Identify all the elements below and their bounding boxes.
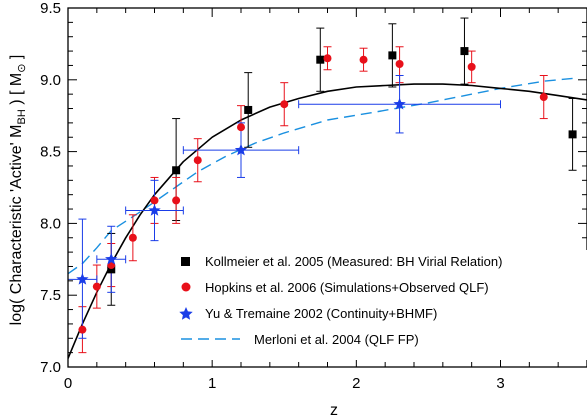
hopkins-point <box>539 93 548 102</box>
y-axis-title-subscript: BH <box>16 109 28 124</box>
y-tick-label: 7.5 <box>40 287 61 304</box>
kollmeier-point <box>460 47 469 56</box>
hopkins-point <box>193 156 202 165</box>
legend-box <box>174 250 587 360</box>
y-axis-title-unit: ) [ M <box>8 73 25 109</box>
y-axis-title-main: log( Characteristic 'Active' M <box>8 125 25 326</box>
hopkins-point <box>359 55 368 64</box>
yu-tremaine-point <box>148 203 161 216</box>
kollmeier-point <box>388 51 397 60</box>
x-tick-label: 2 <box>352 375 360 392</box>
hopkins-point <box>280 100 289 109</box>
y-tick-label: 7.0 <box>40 359 61 376</box>
legend-label-yu-tremaine: Yu & Tremaine 2002 (Continuity+BHMF) <box>205 306 437 321</box>
kollmeier-point <box>107 265 116 274</box>
legend: Kollmeier et al. 2005 (Measured: BH Viri… <box>174 250 587 360</box>
hopkins-point <box>150 196 159 205</box>
y-tick-label: 9.0 <box>40 72 61 89</box>
hopkins-point <box>172 196 181 205</box>
legend-label-kollmeier: Kollmeier et al. 2005 (Measured: BH Viri… <box>205 254 502 269</box>
yu-tremaine-point <box>76 272 89 285</box>
x-tick-label: 0 <box>64 375 72 392</box>
legend-item-merloni: Merloni et al. 2004 (QLF FP) <box>181 332 419 347</box>
hopkins-point <box>323 54 332 63</box>
yu-tremaine-point <box>234 143 248 156</box>
y-tick-labels: 7.0 7.5 8.0 8.5 9.0 9.5 <box>40 0 61 376</box>
kollmeier-point <box>316 55 325 64</box>
plot-area <box>68 17 587 359</box>
x-axis-title: z <box>330 402 338 418</box>
y-axis-title-subscript-sun: ⊙ <box>16 64 28 73</box>
legend-marker-square <box>181 257 190 266</box>
hopkins-point <box>237 123 245 132</box>
x-tick-labels: 0 1 2 3 <box>64 375 505 392</box>
kollmeier-point <box>172 166 181 175</box>
hopkins-point <box>395 60 404 69</box>
kollmeier-point <box>244 105 253 114</box>
y-axis-title: log( Characteristic 'Active' MBH ) [ M⊙ … <box>8 55 28 326</box>
legend-label-hopkins: Hopkins et al. 2006 (Simulations+Observe… <box>205 280 489 295</box>
merloni-curve-dashed <box>68 77 573 275</box>
legend-label-merloni: Merloni et al. 2004 (QLF FP) <box>254 332 419 347</box>
hopkins-point <box>78 325 87 334</box>
plot-frame <box>67 7 587 368</box>
hopkins-point <box>467 62 476 71</box>
legend-item-kollmeier: Kollmeier et al. 2005 (Measured: BH Viri… <box>181 254 502 269</box>
legend-marker-circle <box>181 282 191 292</box>
y-tick-label: 9.5 <box>40 0 61 17</box>
legend-item-hopkins: Hopkins et al. 2006 (Simulations+Observe… <box>181 280 489 295</box>
kollmeier-point <box>568 130 577 139</box>
yu-tremaine-point <box>105 252 118 265</box>
legend-marker-star <box>179 307 193 320</box>
hopkins-point <box>128 233 137 242</box>
data-markers <box>76 47 577 334</box>
yu-tremaine-point <box>393 97 406 110</box>
y-axis-title-close: ] <box>8 55 25 64</box>
x-tick-label: 1 <box>208 375 216 392</box>
hopkins-point <box>92 282 101 291</box>
y-tick-label: 8.0 <box>40 215 61 232</box>
legend-item-yu-tremaine: Yu & Tremaine 2002 (Continuity+BHMF) <box>179 306 437 321</box>
x-tick-label: 3 <box>496 375 504 392</box>
y-tick-label: 8.5 <box>40 144 61 161</box>
